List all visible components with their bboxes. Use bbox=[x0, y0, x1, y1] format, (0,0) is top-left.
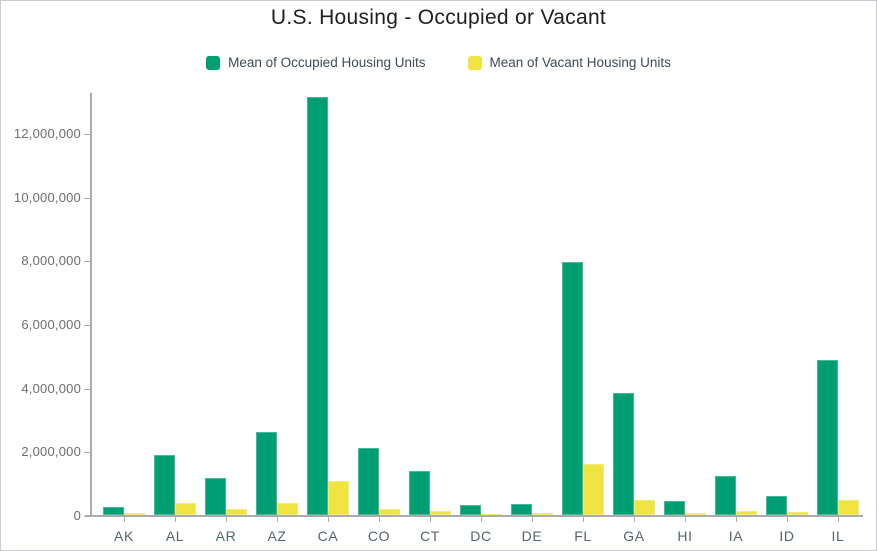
y-axis-tick bbox=[84, 134, 90, 135]
y-axis-tick-label: 6,000,000 bbox=[21, 317, 81, 332]
x-axis-tick bbox=[787, 517, 788, 522]
bar-CA-vacant[interactable] bbox=[328, 480, 349, 515]
legend-label: Mean of Vacant Housing Units bbox=[489, 55, 671, 70]
bar-ID-vacant[interactable] bbox=[787, 512, 808, 515]
bar-IA-vacant[interactable] bbox=[736, 511, 757, 515]
y-axis-tick bbox=[84, 261, 90, 263]
bar-DE-vacant[interactable] bbox=[532, 513, 553, 515]
bar-CO-occupied[interactable] bbox=[358, 448, 379, 515]
x-axis-category-label-IA: IA bbox=[728, 528, 744, 544]
chart-title: U.S. Housing - Occupied or Vacant bbox=[270, 6, 607, 29]
bar-FL-occupied[interactable] bbox=[562, 262, 583, 515]
bar-GA-occupied[interactable] bbox=[613, 393, 634, 515]
y-axis-tick-label: 4,000,000 bbox=[21, 380, 81, 396]
y-axis-tick-label: 12,000,000 bbox=[13, 126, 81, 141]
bar-IL-occupied[interactable] bbox=[817, 360, 838, 515]
bar-GA-vacant[interactable] bbox=[634, 500, 655, 515]
x-axis-tick bbox=[838, 517, 839, 522]
x-axis-category-label-AR: AR bbox=[215, 528, 237, 544]
bar-IA-occupied[interactable] bbox=[715, 475, 736, 515]
x-axis-category-label-AK: AK bbox=[114, 528, 134, 544]
bar-AR-occupied[interactable] bbox=[205, 478, 226, 515]
y-axis-tick bbox=[84, 452, 90, 454]
y-axis-line bbox=[90, 93, 92, 517]
legend: Mean of Occupied Housing Units Mean of Va… bbox=[1, 55, 876, 70]
x-axis-tick bbox=[379, 517, 380, 522]
bar-CA-occupied[interactable] bbox=[307, 97, 328, 515]
x-axis-category-label-DE: DE bbox=[521, 528, 543, 544]
x-axis-category-label-GA: GA bbox=[623, 528, 645, 544]
x-axis-tick bbox=[634, 517, 635, 522]
x-axis-tick bbox=[736, 517, 737, 522]
x-axis-tick bbox=[124, 517, 125, 522]
x-axis-tick bbox=[175, 517, 176, 522]
bar-CT-vacant[interactable] bbox=[430, 510, 451, 515]
x-axis-category-label-AZ: AZ bbox=[267, 528, 287, 544]
x-axis-category-label-FL: FL bbox=[574, 528, 592, 544]
x-axis-tick bbox=[277, 517, 278, 522]
bar-CT-occupied[interactable] bbox=[409, 471, 430, 515]
legend-item-occupied[interactable]: Mean of Occupied Housing Units bbox=[206, 55, 426, 70]
bar-HI-occupied[interactable] bbox=[664, 501, 685, 515]
bar-DC-occupied[interactable] bbox=[460, 505, 481, 515]
x-axis-line bbox=[85, 515, 863, 517]
y-axis-tick-label: 8,000,000 bbox=[21, 253, 81, 269]
y-axis-tick bbox=[84, 325, 90, 326]
legend-item-vacant[interactable]: Mean of Vacant Housing Units bbox=[467, 55, 671, 70]
y-axis-tick-label: 0 bbox=[73, 508, 81, 523]
bar-CO-vacant[interactable] bbox=[379, 508, 400, 515]
legend-swatch-vacant bbox=[467, 55, 482, 70]
x-axis-category-label-CO: CO bbox=[367, 528, 391, 544]
y-axis-tick bbox=[84, 197, 90, 199]
bar-AK-vacant[interactable] bbox=[124, 513, 145, 515]
legend-swatch-occupied bbox=[206, 55, 221, 70]
x-axis-tick bbox=[481, 517, 482, 522]
y-axis-tick bbox=[84, 388, 90, 390]
x-axis-category-label-ID: ID bbox=[779, 528, 795, 544]
x-axis-tick bbox=[685, 517, 686, 522]
x-axis-category-label-CT: CT bbox=[420, 528, 440, 544]
x-axis-category-label-IL: IL bbox=[831, 528, 845, 544]
bar-AZ-vacant[interactable] bbox=[277, 502, 298, 515]
bar-AL-occupied[interactable] bbox=[154, 454, 175, 515]
bar-AL-vacant[interactable] bbox=[175, 502, 196, 515]
y-axis-tick-label: 2,000,000 bbox=[21, 444, 81, 460]
bar-FL-vacant[interactable] bbox=[583, 464, 604, 515]
y-axis-tick-label: 10,000,000 bbox=[13, 189, 81, 205]
bar-IL-vacant[interactable] bbox=[838, 500, 859, 515]
bar-HI-vacant[interactable] bbox=[685, 513, 706, 515]
x-axis-tick bbox=[226, 517, 227, 522]
x-axis-tick bbox=[583, 517, 584, 522]
x-axis-tick bbox=[430, 517, 431, 522]
bar-AR-vacant[interactable] bbox=[226, 508, 247, 515]
x-axis-tick bbox=[532, 517, 533, 522]
bar-AK-occupied[interactable] bbox=[103, 507, 124, 515]
bar-DE-occupied[interactable] bbox=[511, 503, 532, 515]
x-axis-category-label-AL: AL bbox=[165, 528, 185, 544]
bar-ID-occupied[interactable] bbox=[766, 495, 787, 515]
bar-AZ-occupied[interactable] bbox=[256, 431, 277, 515]
x-axis-category-label-CA: CA bbox=[317, 528, 339, 544]
bar-DC-vacant[interactable] bbox=[481, 514, 502, 515]
x-axis-category-label-DC: DC bbox=[470, 528, 492, 544]
x-axis-tick bbox=[328, 517, 329, 522]
x-axis-category-label-HI: HI bbox=[677, 528, 693, 544]
legend-label: Mean of Occupied Housing Units bbox=[228, 55, 426, 70]
